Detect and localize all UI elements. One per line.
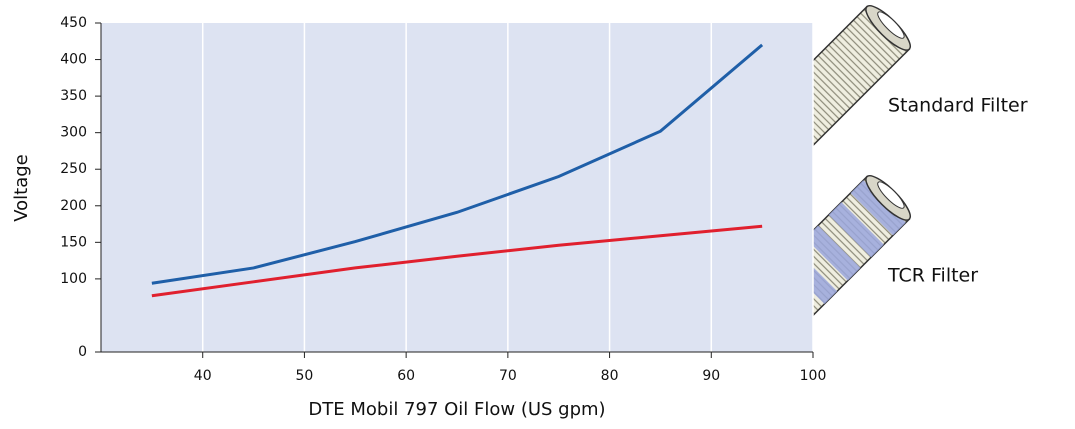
x-tick-label: 60 — [397, 368, 415, 384]
y-tick-label: 150 — [60, 234, 87, 250]
plot-area — [101, 23, 813, 352]
y-tick-label: 300 — [60, 125, 87, 141]
y-tick-label: 0 — [78, 344, 87, 360]
y-tick-label: 450 — [60, 15, 87, 31]
y-tick-label: 400 — [60, 52, 87, 68]
y-axis-title: Voltage — [11, 154, 32, 222]
x-tick-label: 100 — [800, 368, 827, 384]
x-tick-label: 40 — [194, 368, 212, 384]
series-line — [151, 43, 764, 285]
y-tick-label: 100 — [60, 271, 87, 287]
x-tick-label: 80 — [601, 368, 619, 384]
series-line — [151, 224, 763, 298]
legend-label: Standard Filter — [888, 95, 1028, 117]
x-tick-label: 50 — [296, 368, 314, 384]
y-tick-label: 250 — [60, 161, 87, 177]
x-tick-label: 90 — [702, 368, 720, 384]
legend-label: TCR Filter — [887, 265, 978, 287]
y-tick-label: 200 — [60, 198, 87, 214]
x-tick-label: 70 — [499, 368, 517, 384]
y-tick-label: 350 — [60, 88, 87, 104]
x-axis-title: DTE Mobil 797 Oil Flow (US gpm) — [308, 399, 605, 420]
